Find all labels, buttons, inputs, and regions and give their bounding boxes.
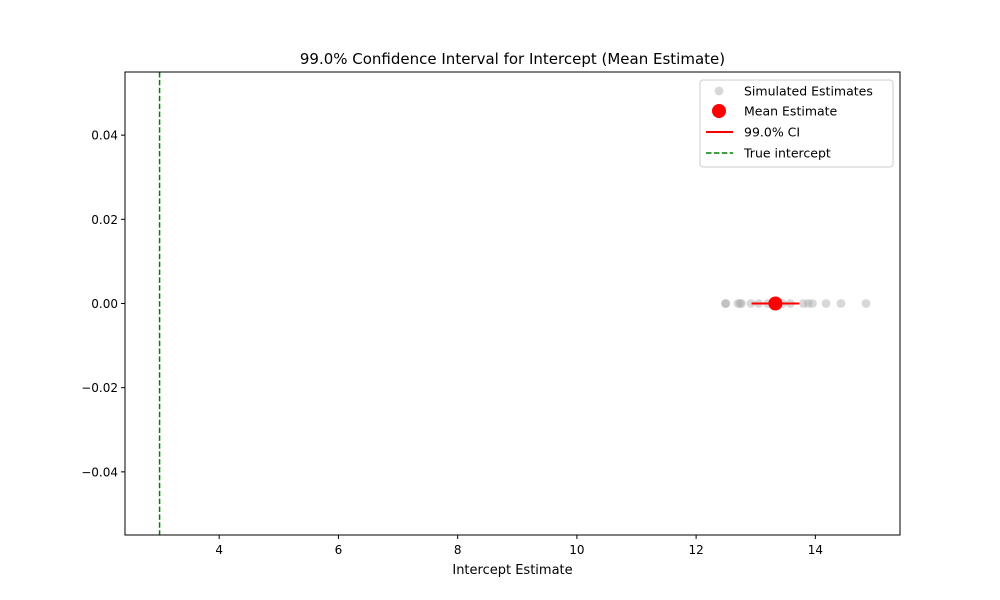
x-tick-label: 14 [808, 543, 823, 557]
x-tick-label: 6 [335, 543, 343, 557]
simulated-estimate-point [836, 299, 846, 308]
simulated-estimate-point [721, 299, 731, 308]
y-tick-label: 0.02 [91, 213, 118, 227]
simulated-estimate-point [799, 299, 808, 308]
x-tick-label: 4 [215, 543, 223, 557]
legend: Simulated Estimates Mean Estimate 99.0% CI… [699, 79, 894, 168]
simulated-estimate-point [861, 299, 871, 308]
x-tick-label: 8 [454, 543, 462, 557]
simulated-estimate-point [720, 299, 730, 308]
x-tick-label: 10 [569, 543, 584, 557]
legend-label: Simulated Estimates [744, 84, 873, 99]
legend-label: Mean Estimate [744, 104, 838, 119]
legend-label: 99.0% CI [744, 125, 800, 140]
legend-swatch-mean [712, 104, 726, 118]
simulated-estimate-point [746, 299, 756, 308]
simulated-estimate-point [803, 299, 813, 308]
simulated-estimate-point [807, 299, 817, 308]
x-axis-label: Intercept Estimate [452, 563, 572, 578]
y-tick-label: 0.00 [91, 297, 118, 311]
legend-swatch-simulated [714, 86, 724, 96]
y-tick-label: −0.02 [81, 381, 118, 395]
simulated-estimate-point [737, 299, 746, 308]
simulated-estimate-point [821, 299, 831, 308]
plot-area [158, 72, 871, 535]
x-tick-label: 12 [688, 543, 703, 557]
plot-content [158, 72, 871, 535]
mean-estimate-point [768, 296, 783, 311]
legend-label: True intercept [743, 146, 831, 161]
chart-title: 99.0% Confidence Interval for Intercept … [300, 50, 725, 68]
axes: 4 6 8 10 12 14 0.04 0.02 0.00 −0.02 −0.04 [81, 71, 901, 557]
simulated-estimate-point [733, 299, 743, 308]
y-tick-label: −0.04 [81, 465, 118, 479]
y-tick-label: 0.04 [91, 129, 118, 143]
simulated-estimate-point [735, 299, 745, 308]
legend-frame [699, 79, 894, 168]
